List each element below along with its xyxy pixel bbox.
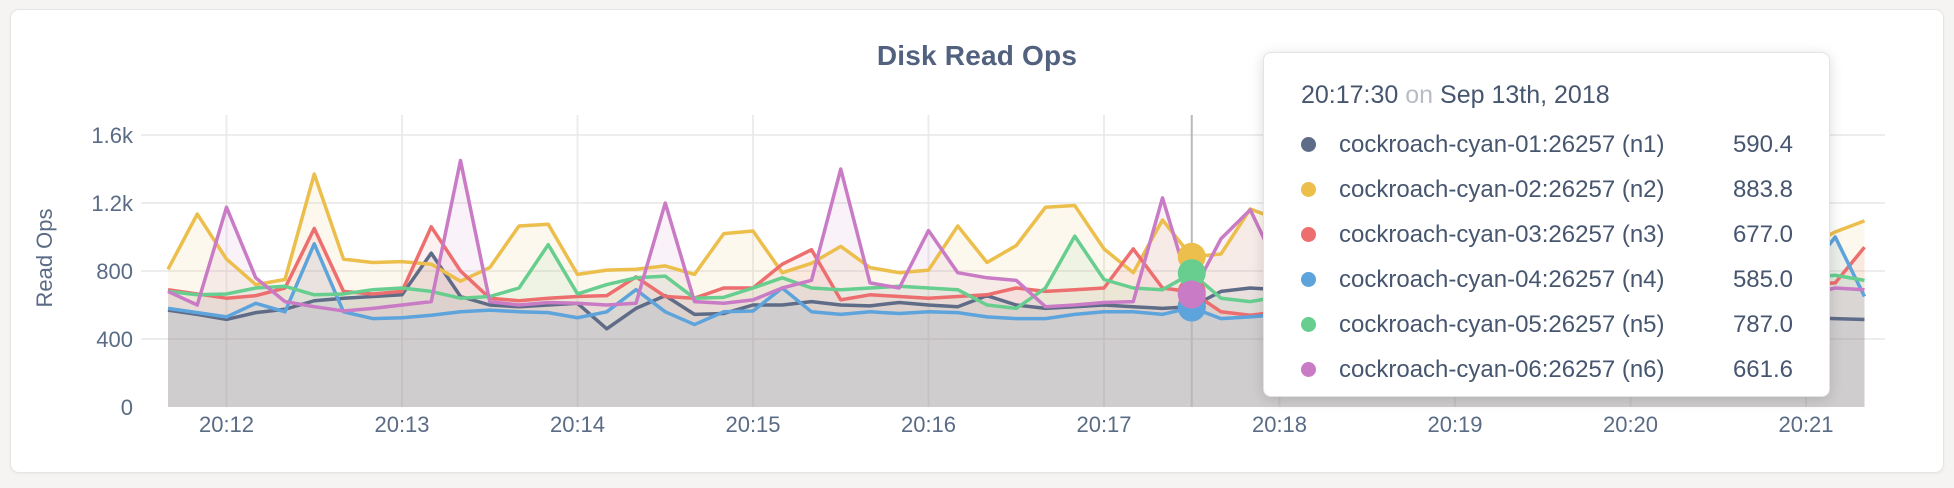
series-value: 883.8 — [1732, 175, 1793, 203]
series-value: 590.4 — [1732, 130, 1793, 158]
series-value: 677.0 — [1732, 220, 1793, 248]
tooltip-connector: on — [1405, 81, 1434, 109]
x-tick-label: 20:18 — [1252, 412, 1307, 437]
series-color-dot — [1301, 182, 1316, 197]
series-label: cockroach-cyan-01:26257 (n1) — [1339, 130, 1665, 158]
y-tick-label: 1.2k — [91, 191, 134, 216]
x-tick-label: 20:16 — [901, 412, 956, 437]
tooltip-time: 20:17:30 — [1301, 81, 1399, 109]
y-tick-label: 0 — [121, 395, 133, 420]
series-label: cockroach-cyan-06:26257 (n6) — [1339, 355, 1665, 383]
x-tick-label: 20:12 — [199, 412, 254, 437]
x-tick-label: 20:13 — [374, 412, 429, 437]
series-color-dot — [1301, 317, 1316, 332]
x-tick-label: 20:17 — [1076, 412, 1131, 437]
chart-title: Disk Read Ops — [876, 40, 1078, 71]
tooltip-row: cockroach-cyan-03:26257 (n3) 677.0 — [1301, 212, 1793, 257]
series-color-dot — [1301, 137, 1316, 152]
series-value: 787.0 — [1732, 310, 1793, 338]
x-tick-label: 20:15 — [725, 412, 780, 437]
tooltip-row: cockroach-cyan-06:26257 (n6) 661.6 — [1301, 347, 1793, 392]
series-value: 585.0 — [1732, 265, 1793, 293]
series-color-dot — [1301, 227, 1316, 242]
tooltip-header: 20:17:30 on Sep 13th, 2018 — [1301, 81, 1793, 110]
y-tick-label: 1.6k — [91, 123, 134, 148]
series-label: cockroach-cyan-02:26257 (n2) — [1339, 175, 1665, 203]
series-color-dot — [1301, 362, 1316, 377]
y-axis-label: Read Ops — [32, 208, 57, 307]
series-label: cockroach-cyan-03:26257 (n3) — [1339, 220, 1665, 248]
x-tick-label: 20:21 — [1778, 412, 1833, 437]
tooltip-row: cockroach-cyan-02:26257 (n2) 883.8 — [1301, 167, 1793, 212]
x-tick-label: 20:14 — [550, 412, 605, 437]
tooltip-row: cockroach-cyan-01:26257 (n1) 590.4 — [1301, 122, 1793, 167]
tooltip-rows: cockroach-cyan-01:26257 (n1) 590.4 cockroa… — [1301, 122, 1793, 392]
hover-dot-n5 — [1177, 259, 1206, 288]
series-color-dot — [1301, 272, 1316, 287]
series-value: 661.6 — [1732, 355, 1793, 383]
hover-dot-n6 — [1177, 280, 1206, 309]
series-label: cockroach-cyan-04:26257 (n4) — [1339, 265, 1665, 293]
tooltip-row: cockroach-cyan-05:26257 (n5) 787.0 — [1301, 302, 1793, 347]
series-label: cockroach-cyan-05:26257 (n5) — [1339, 310, 1665, 338]
x-tick-label: 20:20 — [1603, 412, 1658, 437]
hover-tooltip: 20:17:30 on Sep 13th, 2018 cockroach-cya… — [1263, 52, 1830, 397]
tooltip-row: cockroach-cyan-04:26257 (n4) 585.0 — [1301, 257, 1793, 302]
y-tick-label: 400 — [96, 327, 133, 352]
x-tick-label: 20:19 — [1427, 412, 1482, 437]
y-tick-label: 800 — [96, 259, 133, 284]
tooltip-date: Sep 13th, 2018 — [1440, 81, 1610, 109]
